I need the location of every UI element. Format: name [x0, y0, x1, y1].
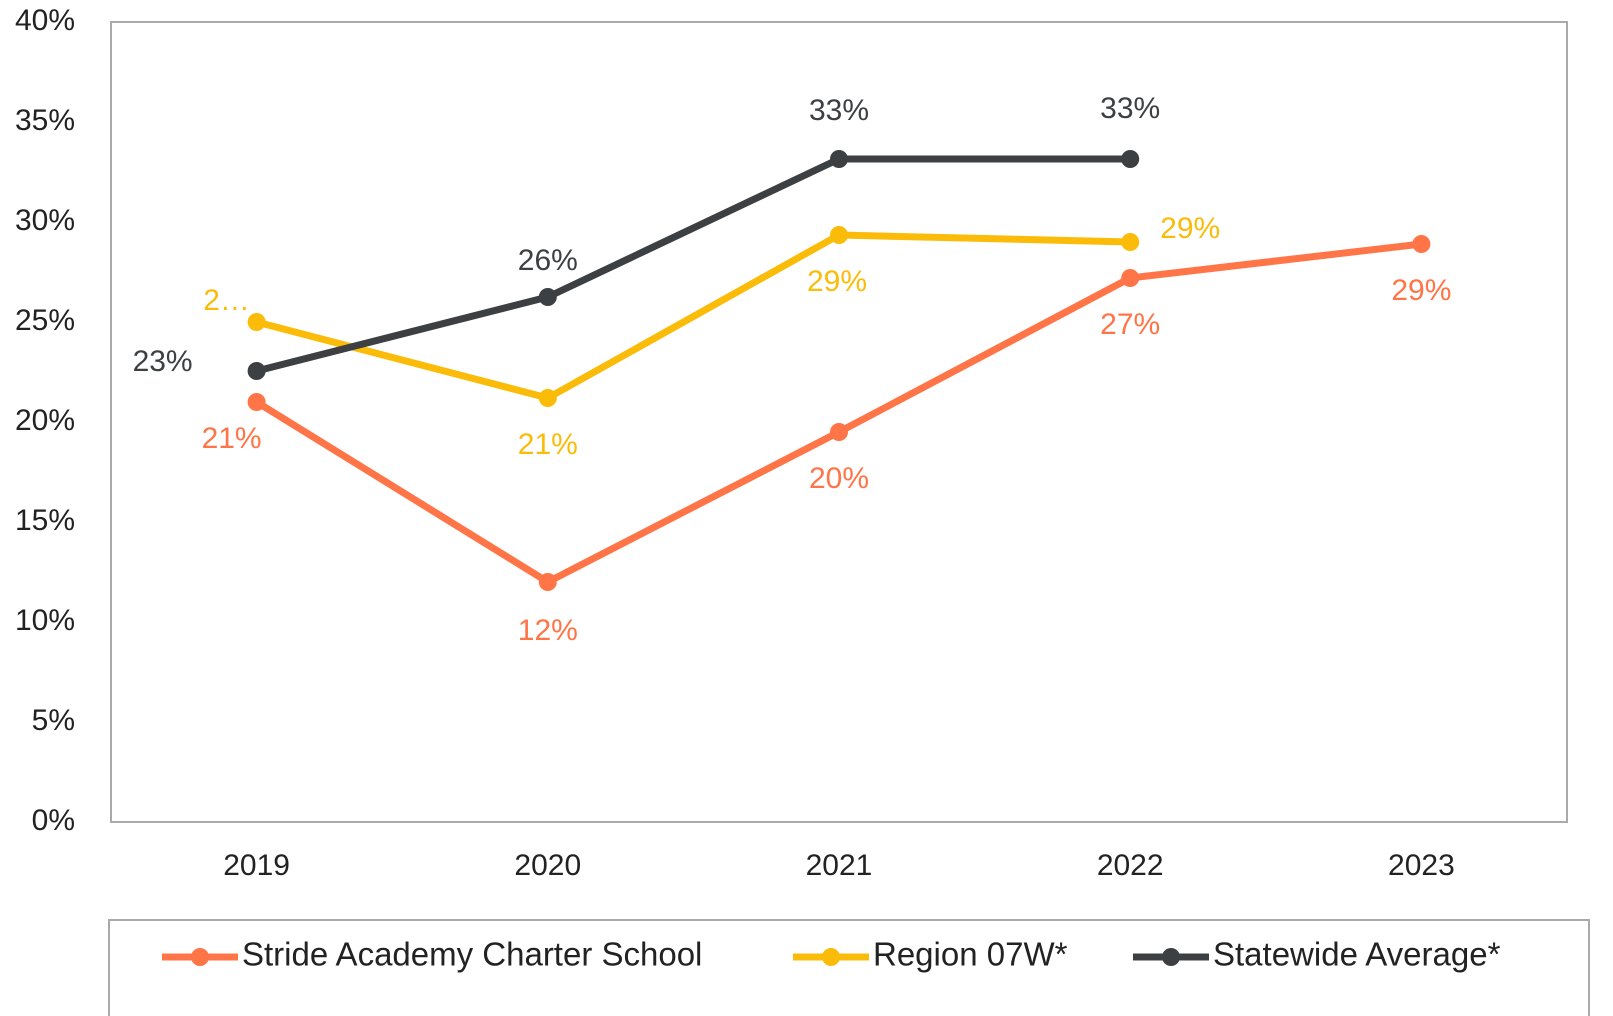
data-point [830, 226, 848, 244]
data-point [247, 393, 266, 411]
legend-frame [108, 919, 1590, 1016]
y-tick-label: 25% [15, 304, 75, 337]
x-tick-label: 2021 [806, 849, 873, 882]
data-label: 29% [807, 265, 867, 298]
legend-label: Stride Academy Charter School [242, 936, 702, 973]
data-point [1121, 150, 1140, 168]
y-tick-label: 35% [15, 104, 75, 137]
data-label: 23% [133, 345, 193, 378]
y-tick-label: 30% [15, 204, 75, 237]
data-label: 2… [203, 284, 250, 317]
data-label: 29% [1391, 274, 1451, 307]
data-label: 33% [809, 94, 869, 127]
data-label: 26% [518, 244, 578, 277]
data-point [830, 150, 848, 168]
legend-label: Region 07W* [873, 936, 1068, 973]
series-line [255, 231, 1131, 402]
y-tick-label: 20% [15, 404, 75, 437]
y-tick-label: 0% [32, 804, 75, 837]
data-label: 27% [1100, 308, 1160, 341]
data-point [538, 288, 557, 306]
data-point [247, 313, 266, 331]
data-label: 12% [518, 614, 578, 647]
legend-marker [191, 948, 209, 966]
y-tick-label: 15% [15, 504, 75, 537]
data-point [1412, 235, 1431, 253]
data-point [1121, 269, 1140, 287]
data-point [538, 389, 557, 407]
data-label: 21% [518, 428, 578, 461]
y-tick-label: 5% [32, 704, 75, 737]
x-tick-label: 2023 [1388, 849, 1455, 882]
x-tick-label: 2020 [514, 849, 581, 882]
y-tick-label: 40% [15, 4, 75, 37]
legend-label: Statewide Average* [1213, 936, 1501, 973]
data-point [538, 573, 557, 591]
data-point [830, 423, 848, 441]
legend-marker [822, 948, 840, 966]
data-label: 29% [1160, 212, 1220, 245]
x-tick-label: 2019 [223, 849, 290, 882]
data-label: 21% [202, 422, 262, 455]
data-point [1121, 233, 1140, 251]
plot-frame [110, 21, 1568, 823]
x-tick-label: 2022 [1097, 849, 1164, 882]
legend-marker [1162, 948, 1180, 966]
y-tick-label: 10% [15, 604, 75, 637]
data-label: 33% [1100, 92, 1160, 125]
data-point [247, 362, 266, 380]
data-label: 20% [809, 462, 869, 495]
series-line [255, 155, 1131, 375]
